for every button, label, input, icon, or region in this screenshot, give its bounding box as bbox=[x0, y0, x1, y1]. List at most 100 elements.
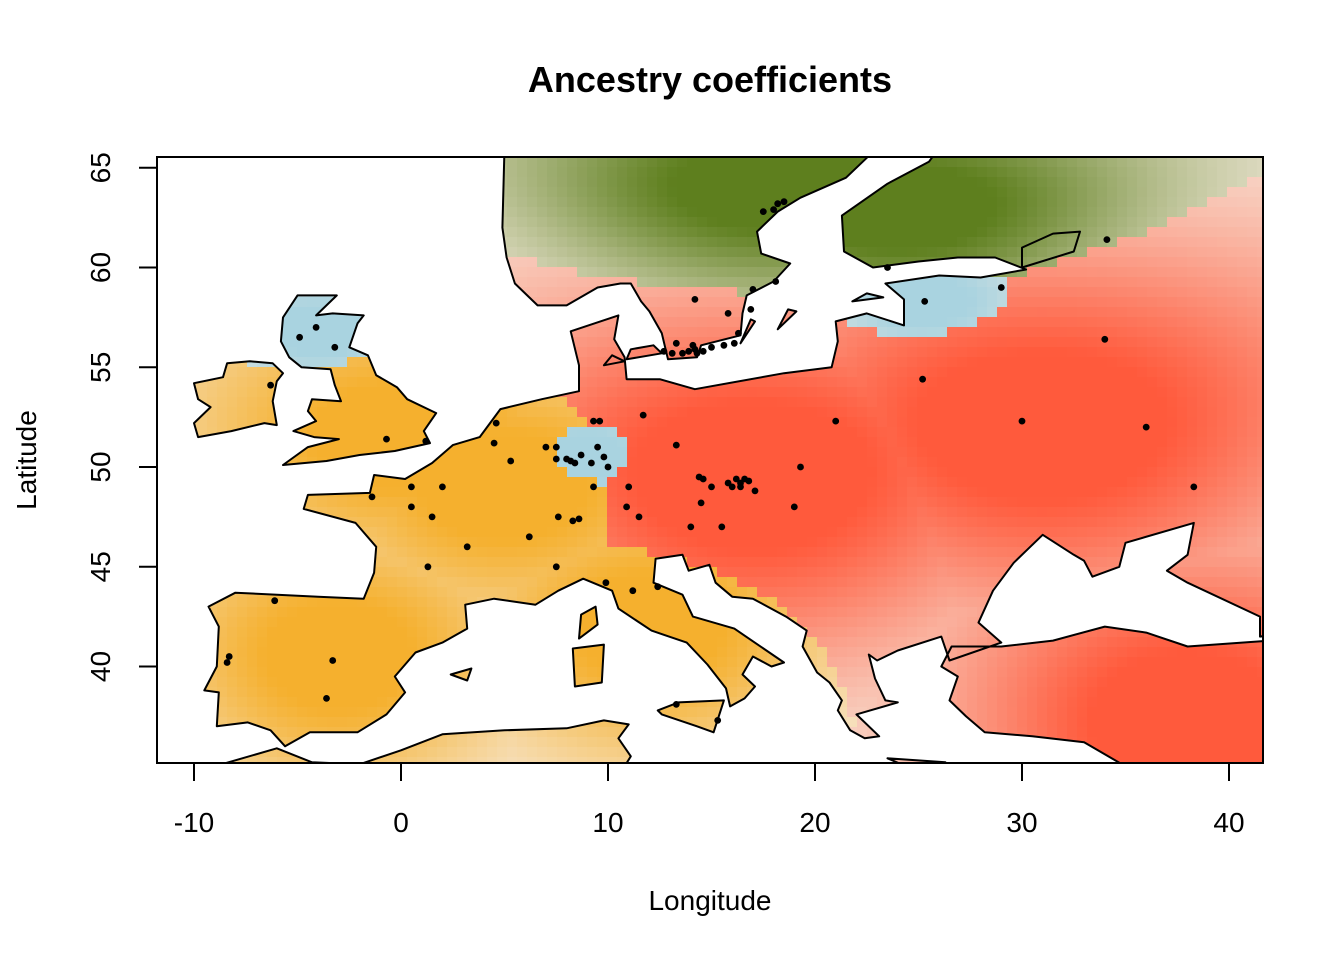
ancestry-cell bbox=[507, 207, 518, 218]
ancestry-cell bbox=[927, 337, 938, 348]
ancestry-cell bbox=[457, 647, 468, 658]
ancestry-cell bbox=[237, 527, 248, 538]
ancestry-cell bbox=[667, 497, 678, 508]
ancestry-cell bbox=[267, 227, 278, 238]
ancestry-cell bbox=[907, 337, 918, 348]
ancestry-cell bbox=[407, 307, 418, 318]
ancestry-cell bbox=[487, 287, 498, 298]
ancestry-cell bbox=[707, 467, 718, 478]
ancestry-cell bbox=[177, 187, 188, 198]
ancestry-cell bbox=[787, 167, 798, 178]
ancestry-cell bbox=[177, 577, 188, 588]
ancestry-cell bbox=[387, 227, 398, 238]
ancestry-cell bbox=[337, 587, 348, 598]
ancestry-cell bbox=[487, 277, 498, 288]
ancestry-cell bbox=[737, 537, 748, 548]
ancestry-cell bbox=[227, 367, 238, 378]
ancestry-cell bbox=[947, 607, 958, 618]
ancestry-cell bbox=[167, 277, 178, 288]
ancestry-cell bbox=[207, 257, 218, 268]
ancestry-cell bbox=[617, 747, 628, 758]
ancestry-cell bbox=[547, 707, 558, 718]
ancestry-cell bbox=[194, 687, 198, 698]
ancestry-cell bbox=[347, 557, 358, 568]
ancestry-cell bbox=[377, 567, 388, 578]
ancestry-cell bbox=[827, 507, 838, 518]
ancestry-cell bbox=[317, 707, 328, 718]
ancestry-cell bbox=[447, 657, 458, 668]
ancestry-cell bbox=[217, 317, 228, 328]
ancestry-cell bbox=[317, 417, 328, 428]
ancestry-cell bbox=[194, 207, 198, 218]
ancestry-cell bbox=[597, 557, 608, 568]
ancestry-cell bbox=[327, 207, 338, 218]
ancestry-cell bbox=[637, 487, 648, 498]
ancestry-cell bbox=[337, 157, 348, 168]
ancestry-cell bbox=[197, 597, 208, 608]
ancestry-cell bbox=[207, 497, 218, 508]
ancestry-cell bbox=[377, 347, 388, 358]
ancestry-cell bbox=[567, 727, 578, 738]
ancestry-cell bbox=[577, 237, 588, 248]
ancestry-cell bbox=[587, 197, 598, 208]
ancestry-cell bbox=[307, 597, 318, 608]
ancestry-cell bbox=[647, 527, 658, 538]
ancestry-cell bbox=[737, 297, 748, 308]
ancestry-cell bbox=[817, 227, 828, 238]
ancestry-cell bbox=[617, 507, 628, 518]
ancestry-cell bbox=[637, 577, 648, 588]
ancestry-cell bbox=[747, 347, 758, 358]
ancestry-cell bbox=[437, 617, 448, 628]
ancestry-cell bbox=[157, 537, 168, 548]
ancestry-cell bbox=[217, 177, 228, 188]
ancestry-cell bbox=[477, 757, 488, 763]
ancestry-cell bbox=[807, 587, 818, 598]
ancestry-cell bbox=[217, 647, 228, 658]
ancestry-cell bbox=[857, 187, 868, 198]
ancestry-cell bbox=[717, 637, 728, 648]
ancestry-cell bbox=[497, 467, 508, 478]
ancestry-cell bbox=[867, 417, 878, 428]
ancestry-cell bbox=[757, 447, 768, 458]
ancestry-cell bbox=[617, 387, 628, 398]
ancestry-cell bbox=[667, 597, 678, 608]
ancestry-cell bbox=[777, 297, 788, 308]
ancestry-cell bbox=[177, 367, 188, 378]
ancestry-cell bbox=[237, 267, 248, 278]
ancestry-cell bbox=[457, 747, 468, 758]
ancestry-cell bbox=[567, 397, 578, 408]
ancestry-cell bbox=[537, 357, 548, 368]
ancestry-cell bbox=[797, 407, 808, 418]
ancestry-cell bbox=[917, 667, 928, 678]
ancestry-cell bbox=[967, 327, 978, 338]
ancestry-cell bbox=[857, 437, 868, 448]
ancestry-cell bbox=[527, 427, 538, 438]
ancestry-cell bbox=[547, 267, 558, 278]
ancestry-cell bbox=[967, 417, 978, 428]
ancestry-cell bbox=[567, 637, 578, 648]
ancestry-cell bbox=[327, 737, 338, 748]
ancestry-cell bbox=[527, 447, 538, 458]
ancestry-cell bbox=[257, 577, 268, 588]
ancestry-cell bbox=[827, 517, 838, 528]
ancestry-cell bbox=[397, 507, 408, 518]
ancestry-cell bbox=[747, 407, 758, 418]
ancestry-cell bbox=[727, 657, 738, 668]
ancestry-cell bbox=[397, 597, 408, 608]
ancestry-cell bbox=[527, 267, 538, 278]
ancestry-cell bbox=[767, 387, 778, 398]
ancestry-cell bbox=[567, 757, 578, 763]
ancestry-cell bbox=[557, 417, 568, 428]
ancestry-cell bbox=[637, 267, 648, 278]
ancestry-cell bbox=[767, 557, 778, 568]
ancestry-cell bbox=[687, 707, 698, 718]
ancestry-cell bbox=[427, 367, 438, 378]
ancestry-cell bbox=[617, 647, 628, 658]
ancestry-cell bbox=[577, 387, 588, 398]
ancestry-cell bbox=[777, 547, 788, 558]
ancestry-cell bbox=[887, 247, 898, 258]
ancestry-cell bbox=[687, 307, 698, 318]
ancestry-cell bbox=[847, 487, 858, 498]
ancestry-cell bbox=[587, 357, 598, 368]
ancestry-cell bbox=[157, 247, 168, 258]
